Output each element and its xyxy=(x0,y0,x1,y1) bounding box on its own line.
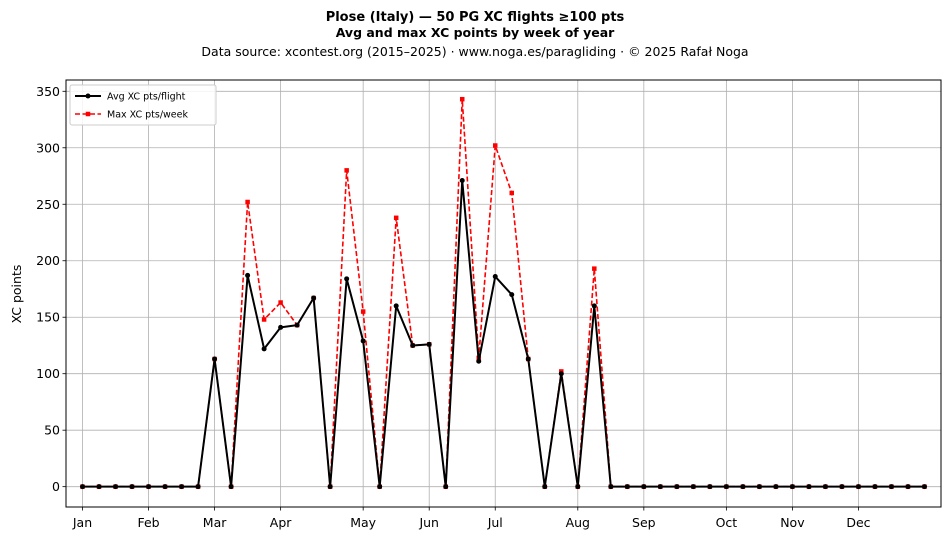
data-point-avg xyxy=(426,341,432,347)
y-axis-label: XC points xyxy=(9,265,24,324)
data-point-avg xyxy=(624,484,630,490)
data-point-avg xyxy=(410,342,416,348)
data-point-avg xyxy=(525,356,531,362)
data-point-avg xyxy=(195,484,201,490)
x-tick-label: Dec xyxy=(846,515,870,530)
data-point-avg xyxy=(888,484,894,490)
data-point-avg xyxy=(822,484,828,490)
x-tick-label: Mar xyxy=(203,515,227,530)
x-tick-label: Nov xyxy=(780,515,805,530)
data-point-avg xyxy=(311,295,317,301)
y-tick-label: 50 xyxy=(44,423,60,438)
series-line-avg xyxy=(82,179,925,488)
y-tick-label: 350 xyxy=(36,84,60,99)
data-point-avg xyxy=(905,484,911,490)
data-point-avg xyxy=(674,484,680,490)
y-tick-label: 0 xyxy=(52,479,60,494)
x-tick-label: Oct xyxy=(716,515,738,530)
data-point-avg xyxy=(756,484,762,490)
data-point-max xyxy=(393,215,399,221)
data-point-avg xyxy=(542,484,548,490)
data-point-avg xyxy=(245,272,251,278)
data-point-avg xyxy=(855,484,861,490)
data-point-avg xyxy=(146,484,152,490)
y-tick-label: 200 xyxy=(36,253,60,268)
data-point-avg xyxy=(740,484,746,490)
data-point-max xyxy=(245,199,250,205)
series xyxy=(80,96,927,490)
grid xyxy=(66,80,941,507)
data-point-avg xyxy=(575,484,581,490)
data-point-avg xyxy=(162,484,168,490)
data-point-avg xyxy=(839,484,845,490)
data-point-avg xyxy=(921,484,927,490)
x-tick-label: Apr xyxy=(270,515,292,530)
axis-ticks: 0 50 100 150 200 250 300 350 Jan Feb Mar Apr May Jun J… xyxy=(36,84,871,530)
data-point-avg xyxy=(558,371,564,377)
data-point-avg xyxy=(459,178,465,184)
y-tick-label: 300 xyxy=(36,140,60,155)
data-point-avg xyxy=(476,358,482,364)
x-tick-label: Jul xyxy=(487,515,503,530)
legend-avg-label: Avg XC pts/flight xyxy=(107,92,186,103)
data-point-max xyxy=(592,266,597,271)
data-point-avg xyxy=(377,484,383,490)
legend-max-marker xyxy=(85,111,91,117)
data-point-avg xyxy=(212,356,218,362)
data-point-avg xyxy=(872,484,878,490)
data-point-avg xyxy=(96,484,102,490)
data-point-avg xyxy=(327,484,333,490)
data-point-avg xyxy=(278,324,284,330)
data-point-avg xyxy=(113,484,119,490)
chart-source: Data source: xcontest.org (2015–2025) · … xyxy=(201,44,748,59)
chart-subtitle: Avg and max XC points by week of year xyxy=(336,25,615,40)
series-line-max xyxy=(82,98,925,488)
data-point-avg xyxy=(707,484,713,490)
data-point-avg xyxy=(393,303,399,309)
data-point-max xyxy=(261,317,267,322)
data-point-avg xyxy=(789,484,795,490)
data-point-avg xyxy=(228,484,234,490)
x-tick-label: Jan xyxy=(72,515,92,530)
data-point-avg xyxy=(261,346,267,352)
data-point-avg xyxy=(179,484,185,490)
y-tick-label: 150 xyxy=(36,310,60,325)
y-tick-label: 250 xyxy=(36,197,60,212)
data-point-avg xyxy=(80,484,86,490)
data-point-avg xyxy=(723,484,729,490)
data-point-avg xyxy=(641,484,647,490)
chart-title: Plose (Italy) — 50 PG XC flights ≥100 pt… xyxy=(326,10,625,25)
data-point-avg xyxy=(129,484,135,490)
legend-box xyxy=(69,84,217,126)
data-point-max xyxy=(278,300,283,305)
data-point-max xyxy=(509,190,515,196)
data-point-avg xyxy=(608,484,614,490)
x-tick-label: May xyxy=(350,515,376,530)
data-point-max xyxy=(492,143,498,148)
x-tick-label: Feb xyxy=(137,515,159,530)
data-point-avg xyxy=(294,322,300,328)
legend-avg-marker xyxy=(85,93,91,99)
legend-max-label: Max XC pts/week xyxy=(107,110,188,121)
y-tick-label: 100 xyxy=(36,366,60,381)
x-tick-label: Jun xyxy=(418,515,439,530)
x-tick-label: Sep xyxy=(632,515,656,530)
data-point-avg xyxy=(492,274,498,280)
data-point-avg xyxy=(360,338,366,344)
x-tick-label: Aug xyxy=(566,515,590,530)
data-point-avg xyxy=(509,292,515,298)
plot-frame xyxy=(65,79,942,508)
data-point-avg xyxy=(690,484,696,490)
data-point-max xyxy=(344,168,349,173)
data-point-avg xyxy=(773,484,779,490)
data-point-max xyxy=(459,96,465,102)
data-point-avg xyxy=(806,484,812,490)
data-point-avg xyxy=(443,484,449,490)
data-point-max xyxy=(360,309,366,314)
legend: Avg XC pts/flight Max XC pts/week xyxy=(69,84,217,126)
data-point-avg xyxy=(591,303,597,309)
data-point-avg xyxy=(344,276,350,282)
data-point-avg xyxy=(657,484,663,490)
